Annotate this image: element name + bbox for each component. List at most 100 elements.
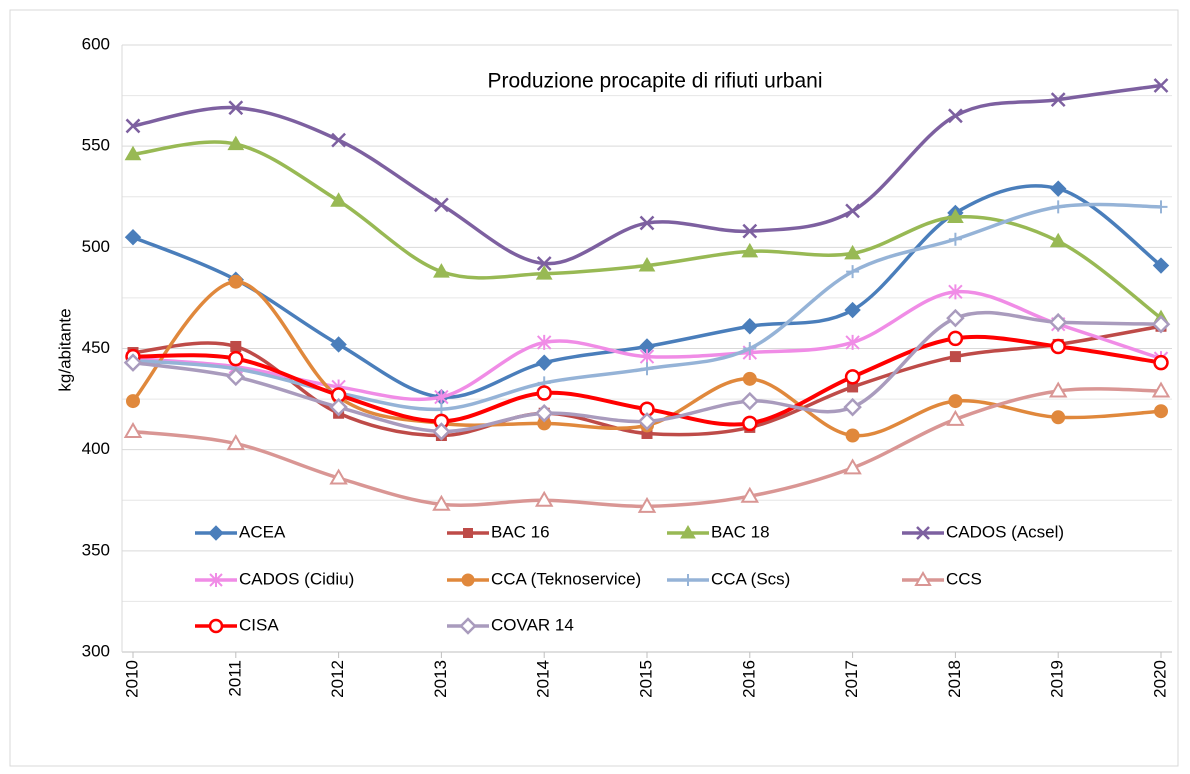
marker-shape <box>123 353 143 372</box>
legend: ACEA BAC 16 BAC 18 CADOS (Acsel) CADOS (Cidi… <box>195 522 1064 635</box>
marker <box>1153 78 1169 93</box>
y-tick-label: 500 <box>82 237 110 256</box>
chart-title: Produzione procapite di rifiuti urbani <box>487 70 822 93</box>
marker <box>124 145 142 161</box>
marker <box>432 494 451 511</box>
marker <box>228 350 244 367</box>
marker <box>640 362 654 376</box>
marker <box>208 525 224 541</box>
marker <box>463 528 473 538</box>
marker-shape <box>461 573 475 587</box>
marker <box>914 571 932 586</box>
marker <box>637 496 657 513</box>
marker <box>1151 314 1171 334</box>
marker-shape <box>1049 180 1067 197</box>
legend-label: BAC 18 <box>711 522 770 541</box>
marker-shape <box>434 389 449 405</box>
marker <box>434 402 448 416</box>
marker <box>740 391 760 411</box>
marker <box>844 369 861 385</box>
marker <box>124 229 142 246</box>
marker-shape <box>434 402 448 416</box>
marker-shape <box>331 132 346 148</box>
marker <box>331 132 346 148</box>
marker-shape <box>1048 381 1068 398</box>
marker <box>1049 232 1067 248</box>
marker-shape <box>946 409 965 426</box>
marker-shape <box>637 412 657 431</box>
marker <box>1153 354 1169 371</box>
legend-item: CCA (Teknoservice) <box>447 569 641 588</box>
marker <box>946 409 965 426</box>
legend-item: ACEA <box>195 522 286 541</box>
marker <box>843 458 862 475</box>
legend-label: CISA <box>239 615 279 634</box>
marker-shape <box>463 528 473 538</box>
y-tick-label: 450 <box>82 338 110 357</box>
marker <box>535 354 553 371</box>
legend-item: CISA <box>195 615 279 634</box>
marker-shape <box>845 203 860 219</box>
marker-shape <box>1051 410 1066 425</box>
marker <box>1154 200 1168 214</box>
marker <box>536 256 552 271</box>
marker <box>1151 381 1171 398</box>
marker <box>461 573 475 587</box>
y-tick-label: 550 <box>82 136 110 155</box>
legend-item: BAC 16 <box>447 522 550 541</box>
marker-shape <box>330 336 347 353</box>
marker-shape <box>536 256 552 271</box>
marker-shape <box>228 350 244 367</box>
x-tick-label: 2011 <box>225 660 244 697</box>
marker-shape <box>208 525 224 541</box>
marker <box>845 203 860 219</box>
marker-shape <box>1152 257 1170 274</box>
marker-shape <box>1151 314 1171 334</box>
marker-shape <box>1154 404 1168 419</box>
marker-shape <box>682 574 694 586</box>
marker-shape <box>844 369 861 385</box>
marker <box>947 330 964 347</box>
marker-shape <box>226 434 246 451</box>
marker-shape <box>846 265 860 279</box>
marker-shape <box>740 486 760 503</box>
y-tick-label: 300 <box>82 641 110 660</box>
legend-item: BAC 18 <box>667 522 770 541</box>
marker <box>535 265 553 280</box>
marker-shape <box>536 334 552 350</box>
x-tick-label: 2019 <box>1048 660 1067 698</box>
marker <box>1051 200 1065 214</box>
marker-shape <box>948 232 962 246</box>
marker-shape <box>228 274 243 289</box>
x-tick-label: 2014 <box>534 660 553 698</box>
marker <box>916 526 930 540</box>
marker <box>1050 92 1066 108</box>
marker <box>433 263 450 278</box>
series-line <box>131 279 1162 438</box>
legend-item: CADOS (Cidiu) <box>195 569 354 588</box>
marker <box>948 232 962 246</box>
marker <box>946 308 965 328</box>
marker <box>1048 381 1068 398</box>
marker-shape <box>126 394 140 409</box>
marker <box>432 422 451 441</box>
marker-shape <box>949 351 961 363</box>
marker <box>845 428 860 443</box>
marker <box>638 257 656 272</box>
marker-shape <box>948 394 963 409</box>
marker-shape <box>125 118 141 134</box>
marker <box>330 192 347 207</box>
marker <box>329 468 348 485</box>
marker-shape <box>637 496 657 513</box>
y-tick-label: 350 <box>82 540 110 559</box>
legend-label: CADOS (Cidiu) <box>239 569 354 588</box>
marker <box>534 403 554 423</box>
marker-shape <box>946 308 965 328</box>
marker <box>639 215 655 231</box>
marker-shape <box>845 428 860 443</box>
x-tick-label: 2010 <box>122 660 141 698</box>
legend-label: CCA (Teknoservice) <box>491 569 641 588</box>
marker <box>534 490 554 507</box>
marker <box>641 427 653 439</box>
marker-shape <box>1151 381 1171 398</box>
